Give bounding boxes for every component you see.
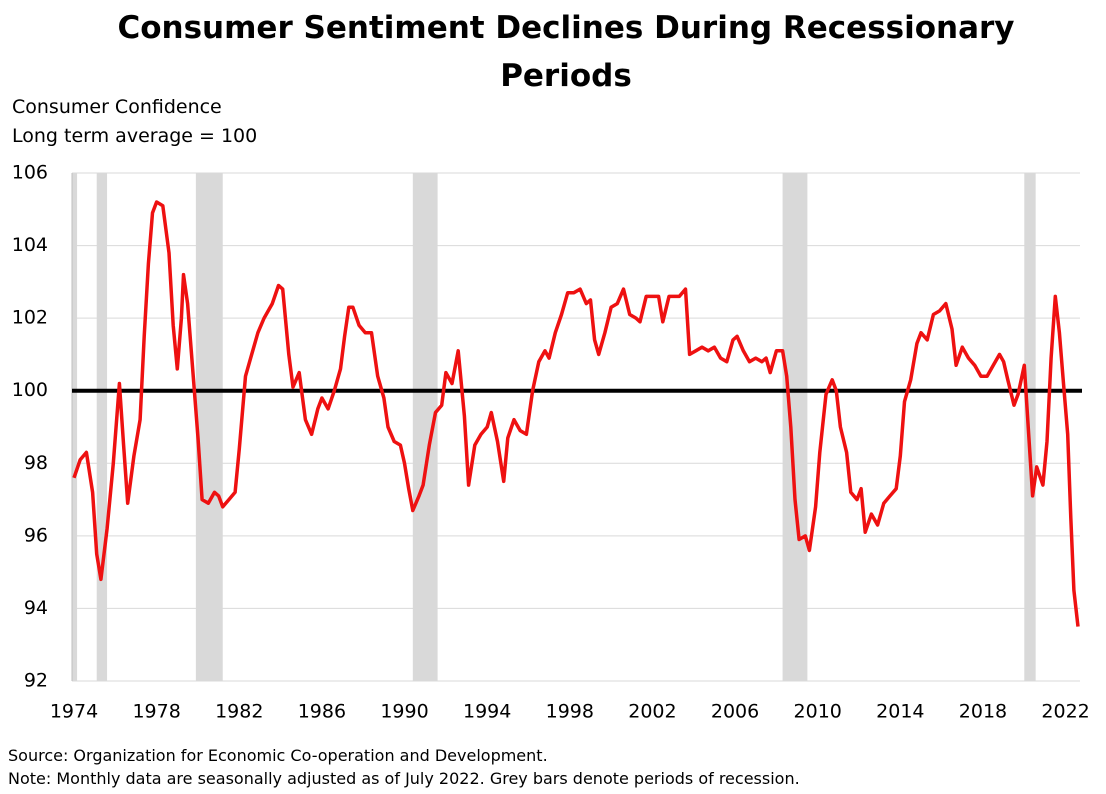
x-tick-label: 1982 [215,701,263,723]
y-tick-label: 100 [12,379,48,401]
footnote: Note: Monthly data are seasonally adjust… [8,769,800,788]
subtitle: Long term average = 100 [12,125,258,147]
source-note: Source: Organization for Economic Co-ope… [8,746,548,765]
x-tick-label: 2018 [959,701,1007,723]
y-tick-label: 92 [24,670,48,692]
x-tick-label: 1990 [380,701,428,723]
y-tick-label: 102 [12,307,48,329]
recession-band [96,173,108,681]
chart-title: Consumer Sentiment Declines During Reces… [117,10,1015,94]
x-tick-label: 2022 [1041,701,1089,723]
recession-band [782,173,808,681]
data-line [72,200,1080,627]
x-tick-label: 2010 [794,701,842,723]
x-tick-label: 1974 [50,701,98,723]
x-tick-label: 1986 [298,701,346,723]
y-tick-label: 106 [12,162,48,184]
x-tick-label: 2002 [628,701,676,723]
x-tick-label: 1978 [132,701,180,723]
y-tick-label: 94 [24,597,48,619]
x-tick-label: 2014 [876,701,924,723]
recession-band [71,173,78,681]
y-axis-label: Consumer Confidence [12,96,222,118]
y-tick-label: 104 [12,234,48,256]
x-tick-label: 1998 [546,701,594,723]
x-tick-label: 2006 [711,701,759,723]
y-tick-label: 96 [24,524,48,546]
y-tick-label: 98 [24,452,48,474]
x-tick-label: 1994 [463,701,511,723]
recession-band [195,173,223,681]
